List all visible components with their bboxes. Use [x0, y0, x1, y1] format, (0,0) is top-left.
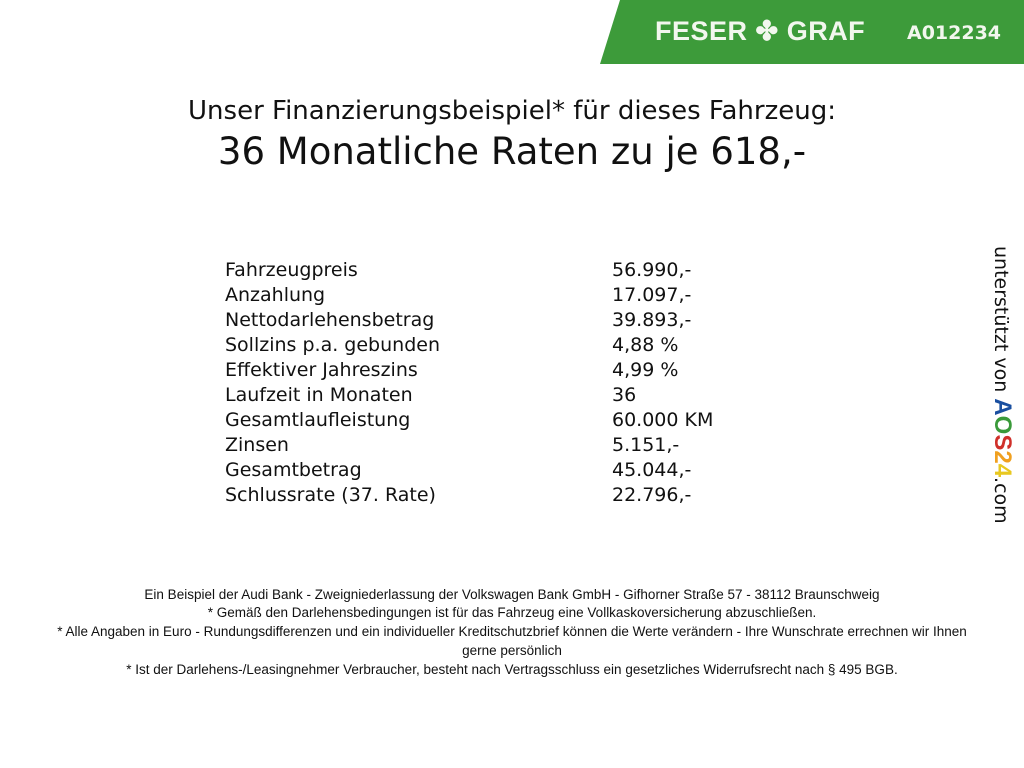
table-row: Laufzeit in Monaten 36 — [225, 383, 825, 408]
table-row: Schlussrate (37. Rate) 22.796,- — [225, 483, 825, 508]
row-value: 4,88 % — [612, 334, 679, 356]
row-value: 36 — [612, 384, 637, 406]
brand-name-2: GRAF — [786, 16, 866, 46]
row-label: Schlussrate (37. Rate) — [225, 484, 436, 506]
table-row: Fahrzeugpreis 56.990,- — [225, 258, 825, 283]
logo-letter: O — [989, 415, 1016, 435]
row-value: 4,99 % — [612, 359, 679, 381]
table-row: Anzahlung 17.097,- — [225, 283, 825, 308]
row-label: Fahrzeugpreis — [225, 259, 358, 281]
title-line1: Unser Finanzierungsbeispiel* für dieses … — [188, 96, 836, 126]
clover-icon: ✤ — [755, 16, 779, 46]
row-label: Anzahlung — [225, 284, 326, 306]
logo-letter: 2 — [989, 450, 1016, 464]
row-value: 39.893,- — [612, 309, 692, 331]
footer-line: Ein Beispiel der Audi Bank - Zweignieder… — [144, 587, 880, 602]
finance-table: Fahrzeugpreis 56.990,- Anzahlung 17.097,- Ne… — [225, 258, 825, 508]
table-row: Sollzins p.a. gebunden 4,88 % — [225, 333, 825, 358]
footer-line: * Alle Angaben in Euro - Rundungsdiffere… — [57, 624, 967, 658]
row-label: Effektiver Jahreszins — [225, 359, 418, 381]
footer-disclaimer: Ein Beispiel der Audi Bank - Zweignieder… — [40, 586, 984, 679]
row-value: 5.151,- — [612, 434, 680, 456]
row-value: 56.990,- — [612, 259, 692, 281]
row-value: 45.044,- — [612, 459, 692, 481]
table-row: Zinsen 5.151,- — [225, 433, 825, 458]
logo-suffix: .com — [990, 477, 1012, 524]
brand-logo: FESER ✤ GRAF — [655, 16, 865, 47]
row-label: Gesamtlaufleistung — [225, 409, 411, 431]
logo-letter: 4 — [989, 463, 1016, 478]
logo-letter: A — [989, 398, 1016, 416]
table-row: Gesamtlaufleistung 60.000 KM — [225, 408, 825, 433]
title-line2: 36 Monatliche Raten zu je 618,- — [217, 130, 807, 173]
table-row: Effektiver Jahreszins 4,99 % — [225, 358, 825, 383]
row-value: 17.097,- — [612, 284, 692, 306]
vehicle-code: A012234 — [907, 22, 1002, 44]
supported-by-text: unterstützt von — [990, 246, 1012, 393]
brand-name-1: FESER — [655, 16, 748, 46]
row-label: Zinsen — [225, 434, 289, 456]
logo-letter: S — [989, 434, 1016, 451]
footer-line: * Ist der Darlehens-/Leasingnehmer Verbr… — [126, 662, 898, 677]
row-value: 22.796,- — [612, 484, 692, 506]
table-row: Nettodarlehensbetrag 39.893,- — [225, 308, 825, 333]
banner-shape — [600, 0, 1024, 64]
row-label: Nettodarlehensbetrag — [225, 309, 435, 331]
row-value: 60.000 KM — [612, 409, 714, 431]
header-banner — [600, 0, 1024, 64]
aos24-logo: AOS24 — [989, 398, 1016, 477]
row-label: Laufzeit in Monaten — [225, 384, 413, 406]
row-label: Sollzins p.a. gebunden — [225, 334, 440, 356]
supported-by: unterstützt von AOS24.com — [986, 246, 1016, 526]
row-label: Gesamtbetrag — [225, 459, 362, 481]
footer-line: * Gemäß den Darlehensbedingungen ist für… — [207, 605, 817, 620]
table-row: Gesamtbetrag 45.044,- — [225, 458, 825, 483]
